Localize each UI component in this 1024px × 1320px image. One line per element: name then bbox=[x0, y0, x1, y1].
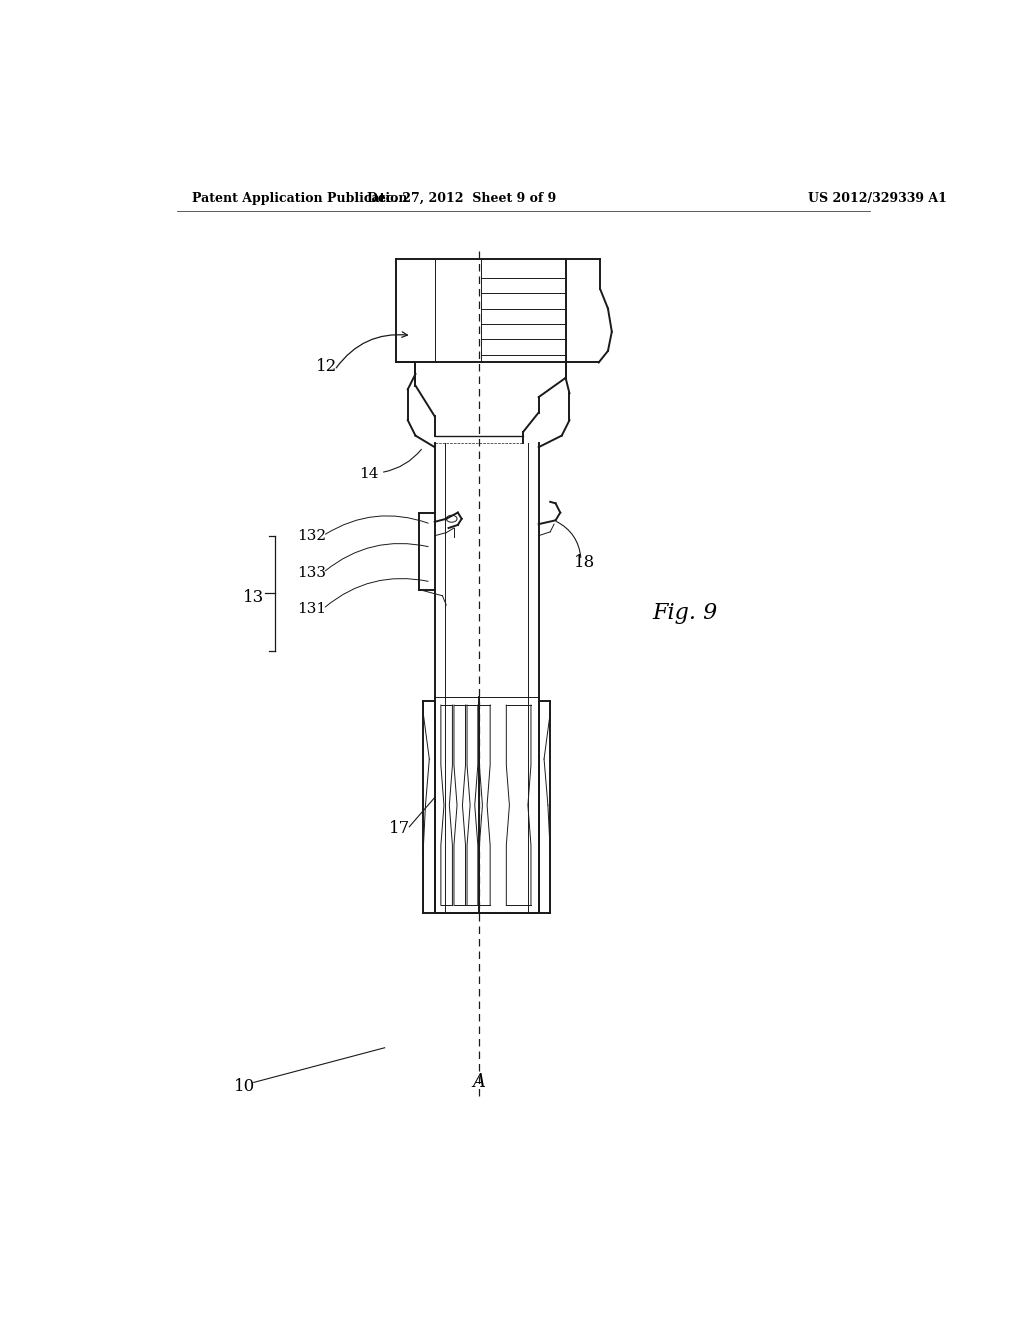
Text: US 2012/329339 A1: US 2012/329339 A1 bbox=[808, 191, 947, 205]
Text: A: A bbox=[472, 1073, 485, 1092]
Text: 17: 17 bbox=[389, 820, 411, 837]
Text: Patent Application Publication: Patent Application Publication bbox=[193, 191, 408, 205]
Text: Fig. 9: Fig. 9 bbox=[652, 602, 718, 624]
Text: 18: 18 bbox=[574, 554, 596, 572]
Text: 10: 10 bbox=[233, 1077, 255, 1094]
Text: 131: 131 bbox=[297, 602, 326, 616]
Text: 133: 133 bbox=[297, 566, 326, 579]
Text: Dec. 27, 2012  Sheet 9 of 9: Dec. 27, 2012 Sheet 9 of 9 bbox=[367, 191, 556, 205]
Text: 132: 132 bbox=[297, 529, 326, 543]
Text: 12: 12 bbox=[316, 358, 338, 375]
Text: 14: 14 bbox=[359, 467, 379, 480]
Text: 13: 13 bbox=[243, 589, 264, 606]
